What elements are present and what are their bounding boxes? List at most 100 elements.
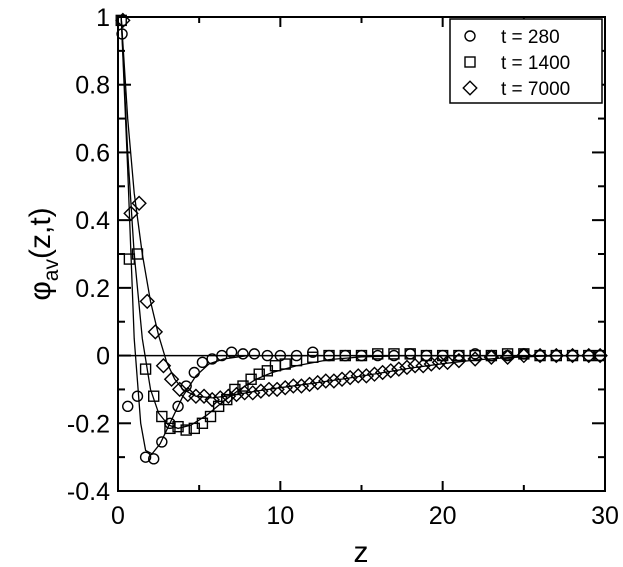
data-point-series-2 [355,349,368,362]
data-point-series-1 [172,400,184,413]
data-point-series-1 [248,348,261,360]
data-point-series-1 [261,349,274,362]
data-point-series-3 [204,391,220,408]
data-point-series-3 [155,357,172,374]
data-point-series-3 [423,356,440,372]
legend-marker [464,30,476,42]
data-point-series-3 [366,366,383,382]
data-point-series-2 [290,354,303,367]
data-point-series-2 [180,424,192,436]
data-point-series-3 [212,390,229,406]
data-point-series-2 [139,363,152,375]
data-point-series-3 [326,373,342,389]
x-tick-label: 10 [266,502,294,530]
data-point-series-2 [307,351,319,363]
data-point-series-2 [279,358,291,370]
data-point-series-3 [163,371,180,388]
x-tick-label: 30 [591,502,619,530]
data-point-series-1 [180,380,192,392]
data-point-series-3 [374,364,391,381]
legend: t = 280 t = 1400 t = 7000 [449,18,603,104]
data-point-series-3 [342,369,358,386]
x-tick-label: 0 [111,502,125,530]
data-point-series-3 [277,379,293,396]
data-point-series-2 [229,383,241,396]
data-point-series-1 [188,366,200,379]
data-point-series-3 [516,347,532,364]
y-axis-title: φav(z,t) [24,207,63,300]
data-point-series-3 [253,383,269,399]
data-point-series-1 [156,436,168,448]
legend-label: t = 1400 [501,53,570,74]
data-point-series-3 [220,388,237,404]
data-point-series-3 [228,386,245,403]
axis-ticks [117,16,606,492]
y-tick-label: 0.4 [75,207,110,235]
data-point-series-3 [139,293,155,310]
data-point-series-3 [415,357,431,374]
data-point-series-2 [339,349,351,362]
x-axis-title: z [354,536,369,567]
data-point-series-3 [451,352,467,369]
y-tick-label: 0.6 [75,139,110,167]
data-point-series-2 [534,349,546,362]
y-tick-labels: -0.4 -0.2 0 0.2 0.4 0.6 0.8 1 [67,4,110,506]
data-point-series-2 [404,348,416,360]
data-point-series-2 [323,349,335,362]
data-point-series-3 [301,376,318,393]
data-point-series-3 [581,347,597,364]
legend-label: t = 280 [501,27,560,48]
data-point-series-1 [131,390,144,402]
data-point-series-3 [592,347,608,364]
data-point-series-1 [122,400,134,413]
data-point-series-3 [399,359,415,376]
y-axis-subscript: av [40,259,63,282]
y-tick-label: 1 [96,4,110,32]
legend-marker [464,56,476,68]
data-point-series-3 [382,363,399,379]
x-tick-label: 20 [429,502,457,530]
data-point-series-1 [116,28,128,40]
data-point-series-2 [131,248,144,260]
fit-curve-series-2 [120,16,605,430]
data-point-series-3 [147,324,164,340]
data-point-series-3 [532,347,548,364]
data-point-series-3 [115,12,131,29]
data-point-series-1 [139,451,152,463]
data-point-series-1 [206,353,218,365]
data-point-series-3 [131,195,147,211]
y-axis-symbol: φ [24,281,57,300]
data-point-series-3 [293,378,310,394]
y-tick-label: -0.2 [67,410,110,438]
data-point-series-3 [467,351,483,367]
data-point-series-2 [550,349,562,362]
data-point-series-2 [156,410,168,423]
data-point-series-1 [196,356,209,369]
data-point-series-3 [499,349,516,366]
data-point-series-3 [334,371,350,388]
data-point-series-2 [148,390,160,402]
data-point-series-3 [309,374,326,391]
data-point-series-1 [237,348,249,360]
data-point-series-3 [483,349,500,366]
data-point-series-3 [391,361,407,377]
data-point-series-2 [453,349,465,362]
data-point-series-2 [501,348,514,360]
data-point-series-3 [269,381,285,398]
data-point-series-3 [171,381,188,398]
data-point-series-3 [196,388,212,404]
data-point-series-2 [388,348,400,360]
data-point-series-1 [225,346,238,358]
data-point-series-1 [216,349,228,362]
data-point-series-2 [372,348,384,360]
data-point-series-2 [469,349,481,362]
data-markers [115,12,608,465]
data-point-series-1 [404,348,416,360]
y-tick-label: -0.4 [67,478,110,506]
data-point-series-2 [237,380,249,392]
legend-marker [462,80,478,96]
y-tick-label: 0 [96,343,110,371]
y-axis-args: (z,t) [24,207,57,259]
data-point-series-2 [204,410,217,423]
